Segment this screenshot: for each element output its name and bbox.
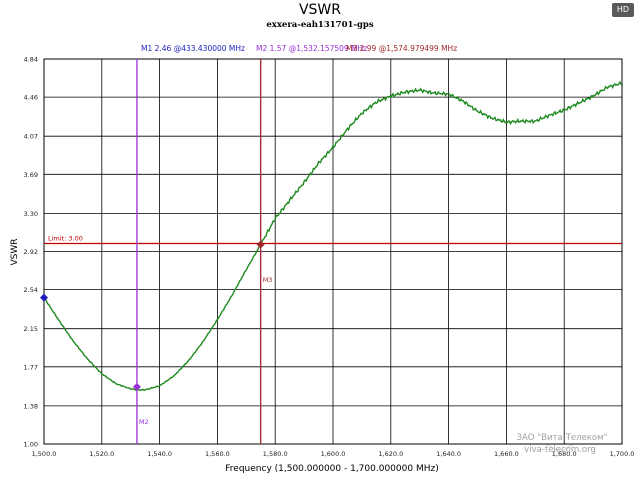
chart-title: VSWR [299, 2, 341, 18]
marker-tag-m3: M3 [263, 276, 273, 284]
markers-group: M2 M3 [40, 59, 272, 444]
x-tick-label: 1,620.0 [378, 450, 403, 458]
y-tick-label: 2.54 [24, 286, 38, 294]
x-axis-label: Frequency (1,500.000000 - 1,700.000000 M… [225, 464, 438, 474]
x-tick-label: 1,700.0 [610, 450, 635, 458]
marker-point-m3 [256, 240, 265, 249]
y-tick-label: 4.84 [24, 56, 38, 64]
y-tick-label: 3.30 [24, 210, 38, 218]
y-tick-label: 1.77 [24, 363, 38, 371]
grid-lines [44, 59, 622, 444]
hd-badge: HD [612, 3, 634, 17]
marker-point-m1 [40, 293, 48, 302]
x-tick-label: 1,560.0 [205, 450, 230, 458]
x-tick-label: 1,520.0 [89, 450, 114, 458]
marker-readout-m1: M1 2.46 @433.430000 MHz [141, 44, 245, 53]
series-line-0 [43, 80, 623, 392]
series-group [43, 80, 623, 392]
chart-subtitle: exxera-eah131701-gps [266, 20, 373, 30]
marker-tag-m2: M2 [139, 418, 149, 426]
x-tick-label: 1,580.0 [263, 450, 288, 458]
y-tick-label: 1.38 [24, 402, 38, 410]
y-tick-label: 2.92 [24, 248, 38, 256]
x-tick-label: 1,660.0 [494, 450, 519, 458]
y-tick-label: 1.00 [24, 441, 38, 449]
watermark-url: viva-telecom.org [524, 445, 596, 455]
y-axis-ticks: 1.00 1.38 1.77 2.15 2.54 2.92 3.30 3.69 4.07 4.46… [24, 56, 38, 449]
watermark-company: ЗАО "Вита-Телеком" [517, 433, 608, 443]
limit-label: Limit: 3.00 [48, 234, 83, 242]
marker-readout-m2: M2 1.57 @1,532.157509 MHz [256, 44, 367, 53]
y-tick-label: 2.15 [24, 325, 38, 333]
y-tick-label: 4.46 [24, 94, 38, 102]
x-tick-label: 1,540.0 [147, 450, 172, 458]
marker-point-m2 [132, 382, 141, 391]
x-tick-label: 1,680.0 [552, 450, 577, 458]
marker-readout-m3: M3 2.99 @1,574.979499 MHz [346, 44, 457, 53]
x-tick-label: 1,500.0 [32, 450, 57, 458]
limit-line-group: Limit: 3.00 [44, 234, 622, 245]
y-tick-label: 3.69 [24, 171, 38, 179]
x-tick-label: 1,600.0 [321, 450, 346, 458]
x-axis-ticks: 1,500.0 1,520.0 1,540.0 1,560.0 1,580.0 1,600… [32, 450, 635, 458]
y-axis-label: VSWR [10, 238, 20, 265]
y-tick-label: 4.07 [24, 133, 38, 141]
x-tick-label: 1,640.0 [436, 450, 461, 458]
marker-readouts: M1 2.46 @433.430000 MHz M2 1.57 @1,532.15… [141, 44, 457, 53]
